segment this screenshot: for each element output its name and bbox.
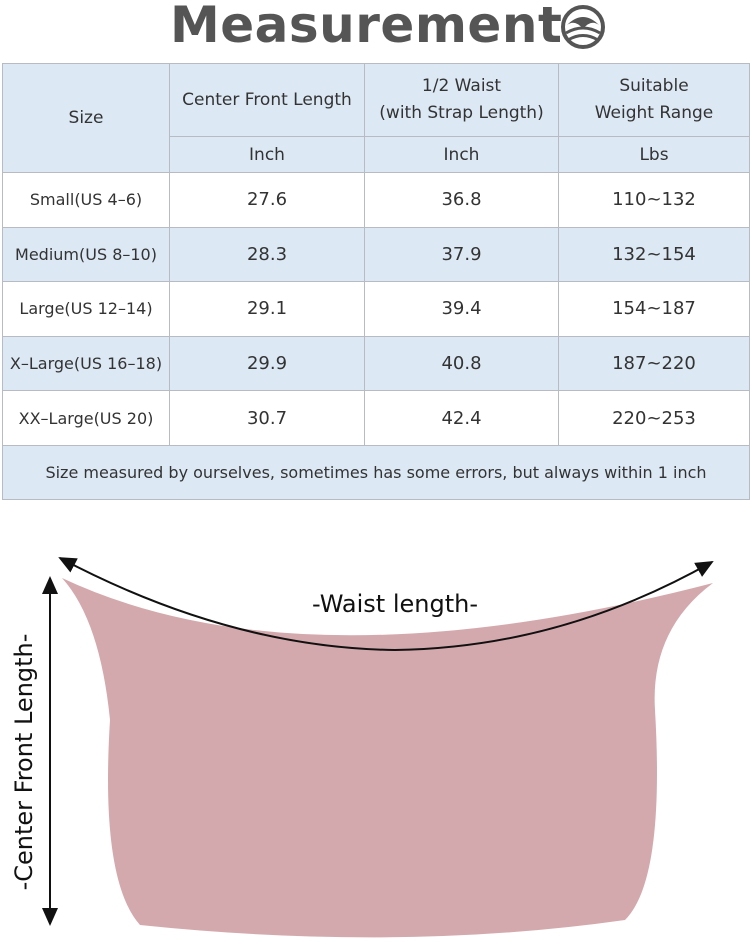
unit-cell: Lbs xyxy=(558,136,750,173)
logo xyxy=(561,5,605,49)
data-row: XX–Large(US 20) 30.7 42.4 220~253 xyxy=(2,390,750,446)
length-label: -Center Front Length- xyxy=(10,634,38,891)
waist-arrow xyxy=(58,557,396,651)
note: Size measured by ourselves, sometimes ha… xyxy=(2,445,750,500)
value-cell: 36.8 xyxy=(364,172,559,228)
note-row: Size measured by ourselves, sometimes ha… xyxy=(2,445,750,500)
data-row: X–Large(US 16–18) 29.9 40.8 187~220 xyxy=(2,335,750,391)
header-cell: Center Front Length xyxy=(169,63,365,137)
value-cell: 27.6 xyxy=(169,172,365,228)
header-row: Size Center Front Length 1/2 Waist (with… xyxy=(2,63,750,173)
value-cell: 220~253 xyxy=(558,390,750,446)
table-body: Size Center Front Length 1/2 Waist (with… xyxy=(2,63,750,500)
header-cell: 1/2 Waist (with Strap Length) xyxy=(364,63,559,137)
value-cell: 39.4 xyxy=(364,281,559,337)
header-cell: Suitable Weight Range xyxy=(558,63,750,137)
size-cell: Large(US 12–14) xyxy=(2,281,170,337)
waist-arrow xyxy=(394,561,714,651)
size-cell: X–Large(US 16–18) xyxy=(2,335,170,391)
header-cell: Size xyxy=(2,63,170,173)
value-cell: 110~132 xyxy=(558,172,750,228)
value-cell: 154~187 xyxy=(558,281,750,337)
waist-label: -Waist length- xyxy=(312,590,478,618)
value-cell: 187~220 xyxy=(558,335,750,391)
size-cell: Medium(US 8–10) xyxy=(2,226,170,282)
title-bar: Measurement xyxy=(0,0,750,60)
unit-cell: Inch xyxy=(169,136,365,173)
unit-cell: Inch xyxy=(364,136,559,173)
value-cell: 37.9 xyxy=(364,226,559,282)
value-cell: 28.3 xyxy=(169,226,365,282)
garment xyxy=(62,578,713,938)
size-cell: XX–Large(US 20) xyxy=(2,390,170,446)
size-table: Size Center Front Length 1/2 Waist (with… xyxy=(2,63,750,500)
data-row: Medium(US 8–10) 28.3 37.9 132~154 xyxy=(2,226,750,282)
value-cell: 132~154 xyxy=(558,226,750,282)
title: Measurement xyxy=(170,0,563,54)
diagram: -Waist length- -Center Front Length- xyxy=(10,557,714,938)
data-row: Small(US 4–6) 27.6 36.8 110~132 xyxy=(2,172,750,228)
value-cell: 40.8 xyxy=(364,335,559,391)
value-cell: 29.1 xyxy=(169,281,365,337)
data-row: Large(US 12–14) 29.1 39.4 154~187 xyxy=(2,281,750,337)
value-cell: 30.7 xyxy=(169,390,365,446)
value-cell: 29.9 xyxy=(169,335,365,391)
value-cell: 42.4 xyxy=(364,390,559,446)
size-cell: Small(US 4–6) xyxy=(2,172,170,228)
